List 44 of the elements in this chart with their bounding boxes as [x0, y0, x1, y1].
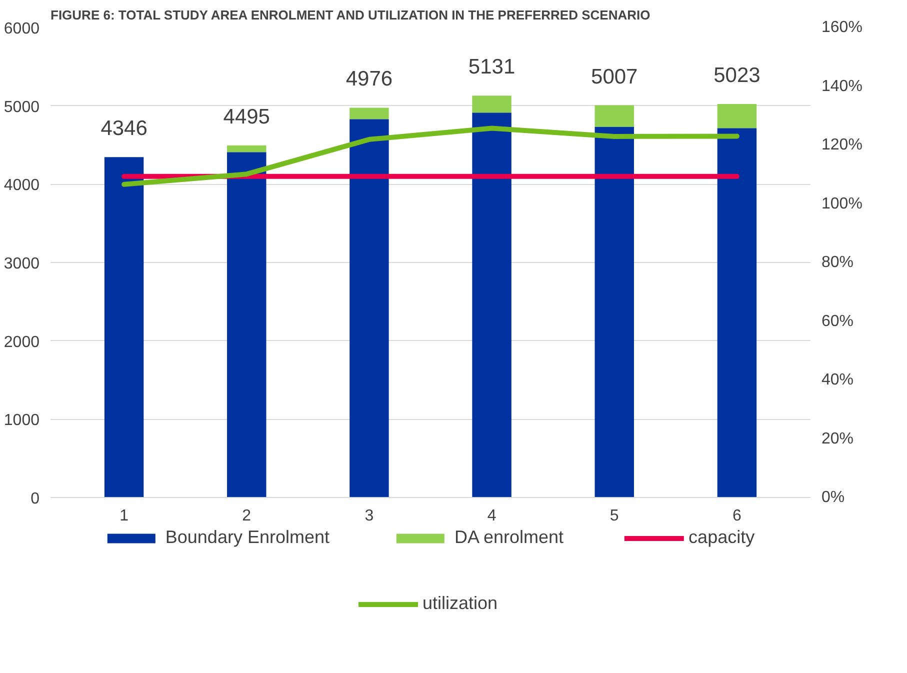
bar: [594, 105, 634, 127]
legend-label: capacity: [688, 527, 755, 548]
y-tick-label: 0: [30, 490, 40, 508]
y2-tick-label: 20%: [822, 430, 854, 448]
bar: [350, 108, 389, 120]
y-tick-label: 4000: [4, 177, 40, 194]
total-label: 5007: [591, 65, 638, 88]
chart-title: FIGURE 6: TOTAL STUDY AREA ENROLMENT AND UTILIZATION IN THE PREFERRED SCENARIO: [50, 8, 650, 22]
y-tick-label: 1000: [4, 412, 40, 430]
total-label: 4976: [346, 68, 393, 91]
bar: [227, 145, 266, 152]
bar: [594, 126, 634, 498]
legend-label: Boundary Enrolment: [165, 527, 330, 548]
bar: [227, 152, 266, 498]
bar: [717, 104, 757, 128]
y2-tick-label: 160%: [822, 19, 862, 36]
bar: [472, 112, 512, 498]
x-tick-label: 2: [242, 508, 252, 524]
y2-tick-label: 100%: [822, 195, 862, 212]
legend-label: utilization: [422, 593, 498, 614]
y-tick-label: 2000: [4, 334, 40, 351]
y2-tick-label: 140%: [822, 78, 862, 95]
x-tick-label: 4: [487, 508, 496, 524]
y-tick-label: 6000: [4, 20, 40, 38]
y2-tick-label: 80%: [822, 254, 854, 271]
total-label: 4346: [100, 117, 148, 140]
y2-tick-label: 0%: [822, 489, 845, 506]
x-tick-label: 3: [364, 508, 374, 524]
x-tick-label: 5: [610, 508, 619, 524]
y2-tick-label: 120%: [822, 136, 862, 154]
x-tick-label: 6: [732, 508, 742, 524]
total-label: 5023: [714, 64, 760, 88]
bar: [350, 119, 389, 498]
total-label: 5131: [468, 56, 516, 79]
y-tick-label: 3000: [4, 256, 40, 272]
legend-label: DA enrolment: [454, 527, 564, 548]
bar: [104, 157, 144, 498]
bar: [472, 96, 512, 113]
y-tick-label: 5000: [4, 98, 40, 116]
total-label: 4495: [223, 105, 270, 128]
x-tick-label: 1: [120, 508, 129, 524]
y2-tick-label: 60%: [822, 312, 854, 330]
y2-tick-label: 40%: [822, 372, 854, 388]
bar: [717, 128, 757, 498]
